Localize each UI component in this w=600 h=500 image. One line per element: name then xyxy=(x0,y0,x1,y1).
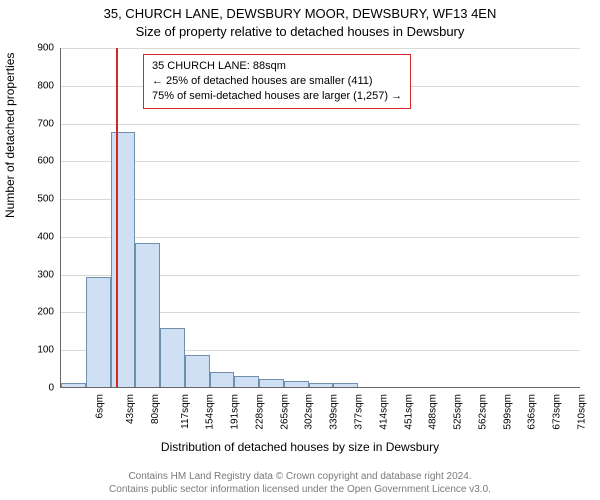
x-tick-label: 302sqm xyxy=(304,394,315,430)
y-tick-label: 300 xyxy=(4,269,54,280)
histogram-bar xyxy=(160,328,185,387)
histogram-bar xyxy=(185,355,210,387)
info-line-2: ← 25% of detached houses are smaller (41… xyxy=(152,74,402,89)
x-tick-label: 599sqm xyxy=(502,394,513,430)
histogram-bar xyxy=(135,243,160,387)
grid-line xyxy=(61,199,580,200)
x-tick-label: 414sqm xyxy=(378,394,389,430)
x-tick-label: 525sqm xyxy=(453,394,464,430)
grid-line xyxy=(61,161,580,162)
y-tick-label: 100 xyxy=(4,345,54,356)
y-tick-label: 900 xyxy=(4,43,54,54)
chart-container: 35, CHURCH LANE, DEWSBURY MOOR, DEWSBURY… xyxy=(0,0,600,500)
chart-title-line-2: Size of property relative to detached ho… xyxy=(0,24,600,39)
x-tick-label: 636sqm xyxy=(527,394,538,430)
x-tick-label: 43sqm xyxy=(125,394,136,424)
y-tick-label: 400 xyxy=(4,231,54,242)
x-axis-label: Distribution of detached houses by size … xyxy=(0,440,600,454)
info-line-3: 75% of semi-detached houses are larger (… xyxy=(152,89,402,104)
histogram-bar xyxy=(210,372,235,387)
credits-line-1: Contains HM Land Registry data © Crown c… xyxy=(0,471,600,484)
x-tick-label: 562sqm xyxy=(477,394,488,430)
grid-line xyxy=(61,237,580,238)
histogram-bar xyxy=(86,277,111,387)
grid-line xyxy=(61,124,580,125)
y-tick-label: 200 xyxy=(4,307,54,318)
property-info-box: 35 CHURCH LANE: 88sqm← 25% of detached h… xyxy=(143,54,411,109)
x-tick-label: 710sqm xyxy=(576,394,587,430)
plot-area: 35 CHURCH LANE: 88sqm← 25% of detached h… xyxy=(60,48,580,388)
y-tick-label: 700 xyxy=(4,118,54,129)
x-tick-label: 673sqm xyxy=(552,394,563,430)
x-tick-label: 154sqm xyxy=(205,394,216,430)
histogram-bar xyxy=(333,383,358,387)
chart-title-line-1: 35, CHURCH LANE, DEWSBURY MOOR, DEWSBURY… xyxy=(0,6,600,21)
credits-line-2: Contains public sector information licen… xyxy=(0,484,600,497)
property-marker-line xyxy=(116,48,118,387)
x-tick-label: 488sqm xyxy=(428,394,439,430)
y-tick-label: 800 xyxy=(4,80,54,91)
histogram-bar xyxy=(234,376,259,387)
histogram-bar xyxy=(284,381,309,387)
y-tick-label: 0 xyxy=(4,383,54,394)
grid-line xyxy=(61,48,580,49)
x-tick-label: 191sqm xyxy=(230,394,241,430)
credits-text: Contains HM Land Registry data © Crown c… xyxy=(0,471,600,496)
x-tick-label: 80sqm xyxy=(150,394,161,424)
x-tick-label: 451sqm xyxy=(403,394,414,430)
x-tick-label: 228sqm xyxy=(255,394,266,430)
histogram-bar xyxy=(61,383,86,387)
x-tick-label: 117sqm xyxy=(180,394,191,429)
x-tick-label: 265sqm xyxy=(279,394,290,430)
x-tick-label: 339sqm xyxy=(329,394,340,430)
histogram-bar xyxy=(309,383,334,387)
info-line-1: 35 CHURCH LANE: 88sqm xyxy=(152,59,402,74)
x-tick-label: 6sqm xyxy=(95,394,106,418)
histogram-bar xyxy=(259,379,284,387)
y-tick-label: 600 xyxy=(4,156,54,167)
y-tick-label: 500 xyxy=(4,194,54,205)
histogram-bar xyxy=(111,132,136,387)
x-tick-label: 377sqm xyxy=(354,394,365,430)
